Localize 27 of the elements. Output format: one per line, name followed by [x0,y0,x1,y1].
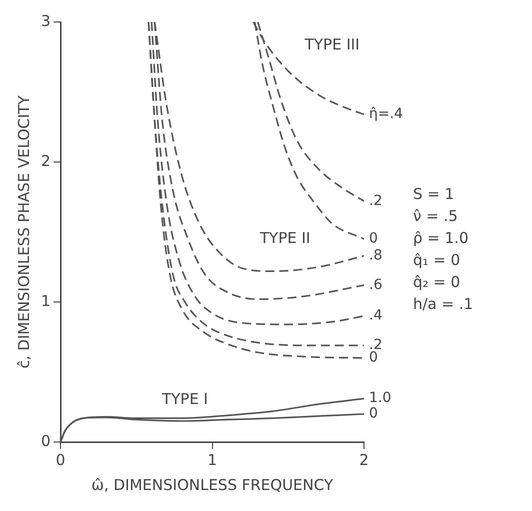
annotation: TYPE III [304,36,360,54]
series-label: 0 [369,230,378,247]
x-tick-label: 0 [56,450,66,469]
series-label: .4 [369,308,382,324]
y-tick-label: 3 [40,12,51,30]
text: S = 1 [413,184,456,205]
series-label: 1.0 [369,390,392,406]
series-label: 0 [369,350,378,366]
text: h/a = .1 [413,294,474,315]
text: ρ̂ = 1.0 [413,228,470,249]
y-axis-title: ĉ, DIMENSIONLESS PHASE VELOCITY [14,94,33,368]
series-label: .8 [369,247,382,264]
series-label: 0 [369,406,378,422]
text: ν̂ = .5 [413,206,459,227]
x-tick-label: 1 [208,450,218,469]
x-axis-title: ω̂, DIMENSIONLESS FREQUENCY [91,476,334,494]
y-tick-label: 1 [40,292,51,310]
annotation: TYPE II [258,228,310,247]
text: q̂₂ = 0 [413,272,462,293]
annotation: TYPE I [160,390,208,408]
series-label: .6 [369,276,382,293]
series-label: .2 [369,192,382,209]
text: q̂₁ = 0 [413,250,462,271]
y-tick-label: 0 [40,432,51,450]
x-tick-label: 2 [359,450,369,469]
y-tick-label: 2 [40,152,51,170]
series-label: η̂=.4 [369,106,404,122]
